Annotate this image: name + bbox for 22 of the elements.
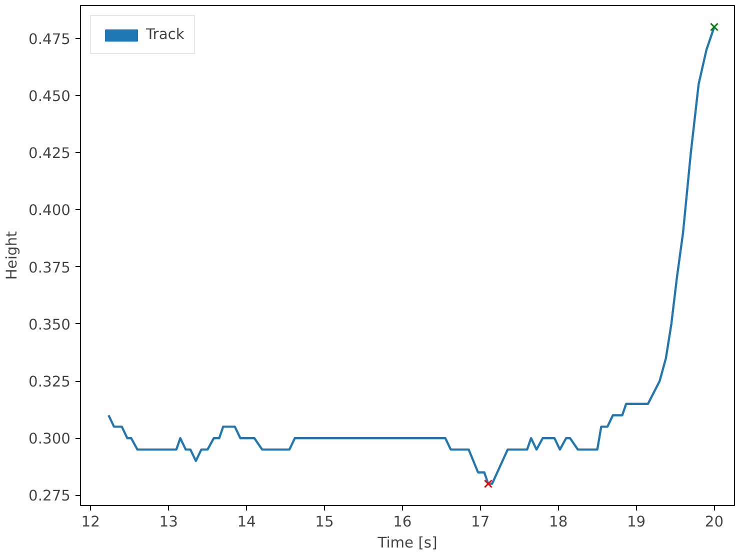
y-axis-title: Height <box>4 231 21 280</box>
y-tick-label: 0.425 <box>28 145 71 162</box>
y-tick-label: 0.325 <box>28 374 71 391</box>
x-tick-label: 16 <box>393 514 412 530</box>
x-tick-label: 12 <box>81 514 100 530</box>
y-tick-label: 0.375 <box>28 259 71 276</box>
line-series <box>107 26 716 485</box>
y-tick-label: 0.275 <box>28 488 71 505</box>
x-tick-label: 14 <box>237 514 256 530</box>
legend-label: Track <box>146 26 184 43</box>
x-tick-label: 17 <box>471 514 490 530</box>
x-tick-label: 19 <box>626 514 646 530</box>
x-tick-label: 20 <box>704 514 724 530</box>
x-tick-label: 13 <box>159 514 178 530</box>
x-axis-title: Time [s] <box>376 534 438 552</box>
y-tick-label: 0.450 <box>28 88 71 105</box>
y-tick-label: 0.350 <box>28 316 71 334</box>
y-tick-label: 0.400 <box>28 202 71 220</box>
x-tick-label: 18 <box>549 514 568 530</box>
x-tick-label: 15 <box>315 514 334 530</box>
y-tick-label: 0.475 <box>28 30 71 48</box>
y-tick-label: 0.300 <box>28 430 71 448</box>
